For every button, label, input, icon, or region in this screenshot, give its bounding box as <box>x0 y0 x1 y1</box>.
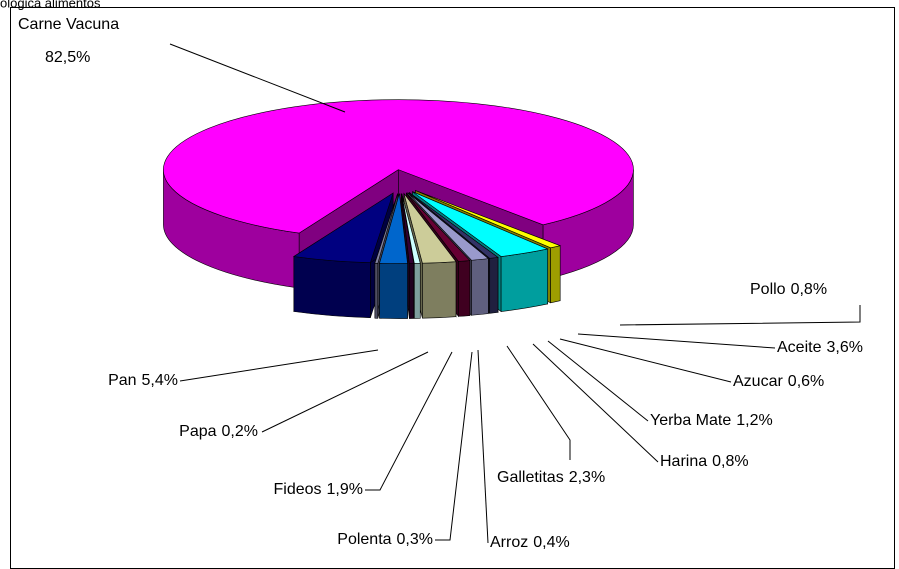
slice-side <box>458 260 471 317</box>
value-label: 2,3% <box>569 469 605 486</box>
leader-line <box>547 340 649 422</box>
leader-line <box>559 338 732 383</box>
value-label: 82,5% <box>45 49 90 66</box>
slice-side <box>409 263 415 319</box>
value-label: 0,6% <box>788 373 824 390</box>
slice-label: Harina 0,8% <box>660 453 749 470</box>
slice <box>401 193 421 264</box>
category-label: Azucar <box>733 373 783 390</box>
value-label: 1,9% <box>327 481 363 498</box>
slice <box>409 192 499 259</box>
value-label: 3,6% <box>826 339 862 356</box>
chart-title: ológica alimentos <box>0 0 101 10</box>
slice-side <box>374 262 379 319</box>
slice-side <box>489 257 499 314</box>
slice-label: Fideos 1,9% <box>274 481 364 498</box>
slice <box>415 190 562 249</box>
leader-line <box>169 43 346 113</box>
slice-label: Azucar 0,6% <box>733 373 824 390</box>
slice-side <box>414 263 421 319</box>
slice <box>406 192 471 262</box>
slice-label: Pollo 0,8% <box>750 281 827 298</box>
leader-line <box>506 345 571 460</box>
leader-line <box>261 351 429 433</box>
category-label: Aceite <box>777 339 822 356</box>
value-label: 0,8% <box>791 281 827 298</box>
slice-side <box>379 263 408 319</box>
slice-label: Arroz 0,4% <box>490 534 570 551</box>
slice-label: Carne Vacuna <box>18 16 119 33</box>
slice-label: Galletitas 2,3% <box>497 469 605 486</box>
category-label: Papa <box>179 423 216 440</box>
slice <box>403 193 457 264</box>
leader-line <box>577 333 776 349</box>
value-label: 0,8% <box>712 453 748 470</box>
value-label: 1,2% <box>736 412 772 429</box>
category-label: Polenta <box>337 531 391 548</box>
category-label: Pollo <box>750 281 786 298</box>
category-label: Yerba Mate <box>650 412 731 429</box>
slice <box>379 193 408 264</box>
slice-label: Papa 0,2% <box>179 423 258 440</box>
category-label: Pan <box>108 372 136 389</box>
category-label: Arroz <box>490 534 528 551</box>
slice-side <box>293 256 371 319</box>
category-label: Fideos <box>274 481 322 498</box>
slice-label: Polenta 0,3% <box>337 531 433 548</box>
value-label: 5,4% <box>142 372 178 389</box>
value-label: 0,4% <box>533 534 569 551</box>
leader-line <box>179 349 379 382</box>
leader-line <box>619 305 861 326</box>
slice <box>412 191 549 257</box>
slice <box>400 193 415 264</box>
slice-label: Yerba Mate 1,2% <box>650 412 773 429</box>
leader-line <box>532 343 659 463</box>
slice <box>163 99 634 234</box>
slice-side <box>550 245 561 304</box>
value-label: 0,2% <box>222 423 258 440</box>
slice <box>374 193 398 264</box>
category-label: Galletitas <box>497 469 564 486</box>
category-label: Carne Vacuna <box>18 16 119 33</box>
leader-line <box>435 351 473 541</box>
slice-side <box>422 261 457 319</box>
leader-line <box>477 349 489 544</box>
slice-side <box>500 248 548 312</box>
slice <box>407 192 490 261</box>
slice <box>292 192 394 264</box>
slice-label: Pan 5,4% <box>108 372 178 389</box>
slice-label: Aceite 3,6% <box>777 339 863 356</box>
leader-line <box>365 351 453 491</box>
value-label: 0,3% <box>397 531 433 548</box>
slice-side <box>471 258 489 316</box>
category-label: Harina <box>660 453 707 470</box>
